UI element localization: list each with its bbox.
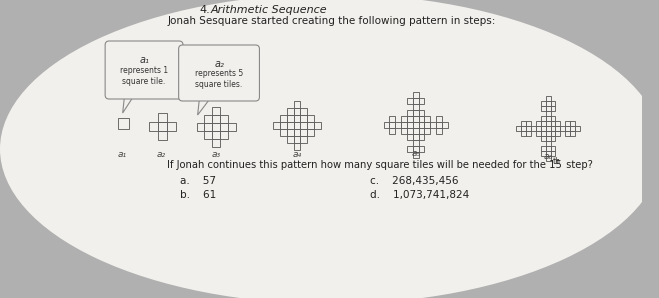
Bar	[293, 128, 301, 136]
Bar	[546, 105, 550, 111]
Bar	[413, 116, 418, 122]
Bar	[389, 122, 395, 128]
Bar	[546, 125, 550, 131]
Bar	[521, 120, 526, 125]
Bar	[541, 131, 546, 136]
Bar	[287, 108, 293, 114]
Bar	[413, 140, 418, 146]
Bar	[204, 115, 212, 123]
Bar	[389, 116, 395, 122]
Bar	[407, 110, 413, 116]
Bar	[220, 115, 228, 123]
Bar	[384, 122, 389, 128]
Text: represents 5
square tiles.: represents 5 square tiles.	[195, 69, 243, 89]
Bar	[118, 117, 129, 128]
Polygon shape	[198, 97, 212, 115]
Bar	[521, 131, 526, 136]
Text: Arithmetic Sequence: Arithmetic Sequence	[210, 5, 327, 15]
Bar	[575, 125, 580, 131]
Bar	[293, 122, 301, 128]
Bar	[293, 114, 301, 122]
Bar	[565, 125, 570, 131]
Bar	[212, 115, 220, 123]
Bar	[541, 120, 546, 125]
Bar	[287, 122, 293, 128]
Bar	[550, 145, 556, 150]
Bar	[280, 128, 287, 136]
Text: a.    57: a. 57	[180, 176, 216, 186]
Bar	[418, 116, 424, 122]
Bar	[565, 120, 570, 125]
Bar	[293, 108, 301, 114]
Text: a₅: a₅	[411, 149, 420, 158]
Bar	[196, 123, 204, 131]
Bar	[212, 139, 220, 147]
Bar	[550, 105, 556, 111]
Bar	[301, 136, 307, 142]
Bar	[546, 111, 550, 116]
Bar	[550, 136, 556, 140]
Bar	[556, 131, 560, 136]
Bar	[546, 116, 550, 120]
Bar	[550, 116, 556, 120]
Bar	[204, 131, 212, 139]
Text: a₂: a₂	[157, 150, 166, 159]
Bar	[418, 122, 424, 128]
Text: a₆: a₆	[544, 152, 553, 161]
Bar	[287, 128, 293, 136]
Bar	[413, 146, 418, 152]
Bar	[424, 116, 430, 122]
Text: 4.: 4.	[200, 5, 210, 15]
Bar	[541, 125, 546, 131]
Text: a₂: a₂	[214, 59, 224, 69]
Bar	[301, 128, 307, 136]
Text: represents 1
square tile.: represents 1 square tile.	[120, 66, 168, 86]
Bar	[220, 123, 228, 131]
Bar	[526, 125, 531, 131]
Bar	[418, 110, 424, 116]
Bar	[541, 105, 546, 111]
Bar	[536, 131, 541, 136]
Bar	[293, 136, 301, 142]
FancyBboxPatch shape	[179, 45, 260, 101]
Bar	[541, 100, 546, 105]
Bar	[301, 122, 307, 128]
Bar	[158, 113, 167, 122]
Bar	[407, 122, 413, 128]
Bar	[550, 125, 556, 131]
Bar	[413, 110, 418, 116]
Text: step?: step?	[563, 160, 592, 170]
Text: b.    61: b. 61	[180, 190, 216, 200]
Bar	[517, 125, 521, 131]
Text: a₁: a₁	[117, 150, 127, 159]
Bar	[407, 146, 413, 152]
Bar	[158, 131, 167, 139]
Bar	[560, 125, 565, 131]
Bar	[541, 150, 546, 156]
Bar	[418, 146, 424, 152]
Bar	[550, 131, 556, 136]
Bar	[556, 120, 560, 125]
Text: th: th	[553, 157, 561, 166]
Bar	[550, 120, 556, 125]
Bar	[541, 136, 546, 140]
Bar	[413, 92, 418, 98]
Bar	[287, 136, 293, 142]
Bar	[436, 128, 442, 134]
Bar	[436, 122, 442, 128]
Bar	[546, 140, 550, 145]
Bar	[550, 100, 556, 105]
Bar	[212, 123, 220, 131]
Bar	[204, 123, 212, 131]
Bar	[424, 122, 430, 128]
Bar	[401, 122, 407, 128]
Bar	[546, 100, 550, 105]
Bar	[293, 142, 301, 150]
Bar	[220, 131, 228, 139]
Bar	[307, 128, 314, 136]
Bar	[430, 122, 436, 128]
Text: a₃: a₃	[212, 150, 221, 159]
Bar	[546, 156, 550, 161]
Bar	[526, 131, 531, 136]
